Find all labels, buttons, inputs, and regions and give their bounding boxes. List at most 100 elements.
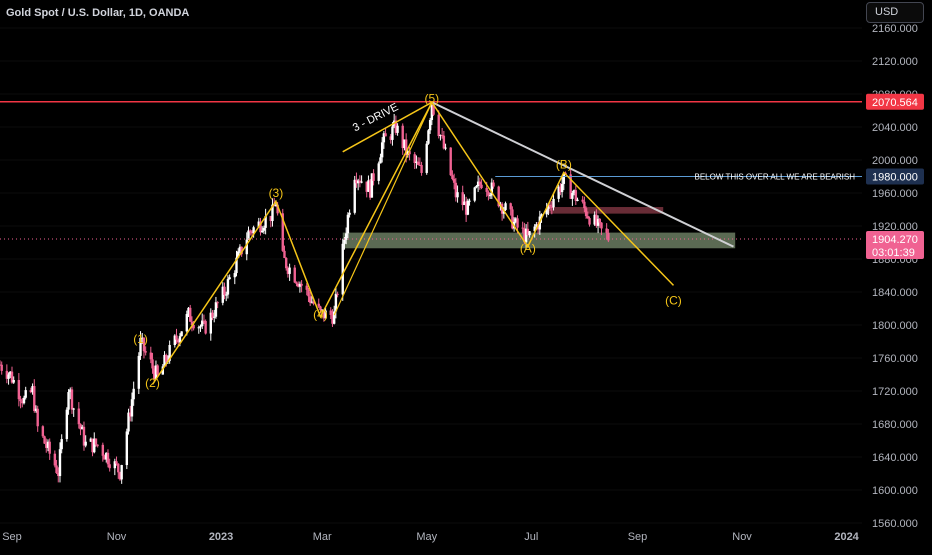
candle-body <box>413 154 416 164</box>
candle-body <box>557 186 560 199</box>
current-price-tag-countdown: 03:01:39 <box>872 247 915 259</box>
candle-body <box>403 139 406 149</box>
time-axis-label: Jul <box>524 531 538 543</box>
candle-body <box>165 354 168 362</box>
candle-body <box>82 426 86 446</box>
candle-body <box>214 302 218 317</box>
candle-body <box>89 438 93 442</box>
candle-body <box>233 273 236 278</box>
wave-label: (3) <box>269 186 284 200</box>
candle-body <box>262 227 266 231</box>
candle-body <box>581 199 584 202</box>
bearish-note: BELOW THIS OVER ALL WE ARE BEARISH <box>695 173 856 182</box>
candle-body <box>528 231 531 236</box>
candle-body <box>9 371 12 375</box>
candle-body <box>593 214 596 225</box>
candle-body <box>427 130 430 144</box>
candle-body <box>125 431 129 466</box>
candle-body <box>334 293 338 312</box>
candle-body <box>257 221 260 228</box>
candle-body <box>440 135 444 137</box>
candle-body <box>216 302 219 304</box>
candle-body <box>106 452 110 465</box>
candle-body <box>475 186 478 188</box>
candle-body <box>310 301 314 303</box>
candle-body <box>96 444 99 446</box>
wave-label: (B) <box>556 157 572 171</box>
candle-body <box>454 182 458 198</box>
candle-body <box>461 192 464 206</box>
candle-body <box>144 351 147 353</box>
candle-body <box>235 257 238 274</box>
candle-body <box>540 214 543 217</box>
candle-body <box>113 461 117 469</box>
candle-body <box>259 221 262 233</box>
candle-body <box>240 246 243 255</box>
candle-body <box>379 157 382 164</box>
candle-body <box>5 370 9 379</box>
candle-body <box>22 397 26 404</box>
candle-body <box>271 204 274 222</box>
currency-selector[interactable]: USD <box>866 2 924 23</box>
candle-body <box>142 337 146 352</box>
candle-body <box>46 441 50 448</box>
candle-body <box>250 231 254 234</box>
candle-body <box>382 133 386 143</box>
candle-body <box>70 389 74 410</box>
candle-body <box>202 320 206 322</box>
candle-body <box>180 331 183 337</box>
candle-body <box>10 371 14 383</box>
candle-body <box>504 203 507 210</box>
time-axis-label: Sep <box>2 531 22 543</box>
candle-body <box>34 408 38 412</box>
candle-body <box>199 326 202 328</box>
candle-body <box>317 303 320 307</box>
trendline[interactable] <box>431 101 734 248</box>
wave-label: (5) <box>425 91 440 105</box>
drive-upper-line[interactable] <box>342 101 433 153</box>
price-axis-tick: 1720.000 <box>872 386 918 398</box>
candle-body <box>223 286 226 295</box>
candle-body <box>153 368 156 380</box>
candle-body <box>41 426 45 437</box>
price-axis-tick: 2040.000 <box>872 122 918 134</box>
candle-body <box>547 204 550 209</box>
current-price-tag: 1904.270 <box>872 234 918 246</box>
candle-body <box>177 339 180 343</box>
candle-body <box>497 186 500 207</box>
candle-body <box>269 215 272 222</box>
candle-body <box>380 142 384 158</box>
drive-path[interactable] <box>333 102 433 316</box>
candle-body <box>286 268 290 274</box>
candle-body <box>139 337 142 356</box>
candle-body <box>197 327 200 329</box>
candle-body <box>300 283 303 286</box>
candle-body <box>12 380 15 383</box>
candle-body <box>368 180 372 198</box>
wave-label: (2) <box>145 376 160 390</box>
candle-body <box>137 355 141 389</box>
candle-body <box>77 408 81 425</box>
candle-body <box>322 309 326 319</box>
candle-body <box>596 218 600 226</box>
candle-body <box>468 200 471 202</box>
candle-body <box>569 174 572 199</box>
wave-label: (C) <box>665 293 682 307</box>
candle-body <box>57 472 60 477</box>
candle-body <box>492 182 495 187</box>
candle-body <box>521 227 524 229</box>
candle-body <box>245 239 248 255</box>
candle-body <box>175 335 178 340</box>
price-axis-tick: 2000.000 <box>872 155 918 167</box>
candle-body <box>55 465 58 473</box>
candle-body <box>187 307 190 315</box>
candle-body <box>79 424 82 430</box>
time-axis-label: Nov <box>107 531 127 543</box>
candle-body <box>576 199 579 201</box>
price-axis-tick: 1680.000 <box>872 419 918 431</box>
candle-body <box>272 204 276 207</box>
candle-body <box>168 344 171 361</box>
candle-body <box>442 135 446 149</box>
